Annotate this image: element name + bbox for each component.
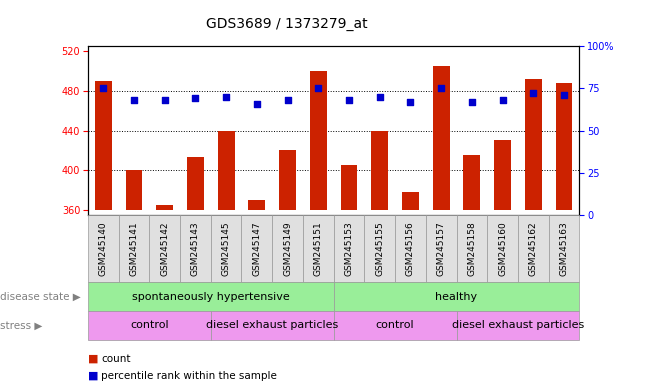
Bar bbox=[371, 131, 388, 210]
Point bbox=[283, 97, 293, 103]
Text: GSM245160: GSM245160 bbox=[498, 221, 507, 276]
Bar bbox=[279, 151, 296, 210]
Text: GSM245163: GSM245163 bbox=[559, 221, 568, 276]
Text: GSM245162: GSM245162 bbox=[529, 221, 538, 276]
Text: GSM245141: GSM245141 bbox=[130, 221, 139, 276]
Text: stress ▶: stress ▶ bbox=[0, 320, 42, 331]
Bar bbox=[494, 141, 511, 210]
Text: diesel exhaust particles: diesel exhaust particles bbox=[452, 320, 584, 331]
Bar bbox=[555, 83, 572, 210]
Bar bbox=[464, 156, 480, 210]
Text: ■: ■ bbox=[88, 354, 98, 364]
Point bbox=[159, 97, 170, 103]
Text: healthy: healthy bbox=[436, 291, 478, 302]
Point bbox=[344, 97, 354, 103]
Text: GSM245157: GSM245157 bbox=[437, 221, 446, 276]
Bar bbox=[187, 157, 204, 210]
Text: GSM245151: GSM245151 bbox=[314, 221, 323, 276]
Point bbox=[436, 85, 447, 91]
Text: GDS3689 / 1373279_at: GDS3689 / 1373279_at bbox=[206, 17, 367, 31]
Point bbox=[252, 101, 262, 107]
Text: ■: ■ bbox=[88, 371, 98, 381]
Point bbox=[313, 85, 324, 91]
Bar bbox=[95, 81, 112, 210]
Bar bbox=[525, 79, 542, 210]
Text: GSM245140: GSM245140 bbox=[99, 221, 108, 276]
Point bbox=[497, 97, 508, 103]
Point bbox=[374, 94, 385, 100]
Text: disease state ▶: disease state ▶ bbox=[0, 291, 81, 302]
Point bbox=[528, 90, 538, 96]
Point bbox=[98, 85, 109, 91]
Text: control: control bbox=[130, 320, 169, 331]
Bar bbox=[402, 192, 419, 210]
Point bbox=[559, 92, 569, 98]
Text: GSM245155: GSM245155 bbox=[375, 221, 384, 276]
Text: diesel exhaust particles: diesel exhaust particles bbox=[206, 320, 339, 331]
Text: GSM245156: GSM245156 bbox=[406, 221, 415, 276]
Text: GSM245145: GSM245145 bbox=[221, 221, 230, 276]
Bar bbox=[249, 200, 266, 210]
Text: GSM245149: GSM245149 bbox=[283, 221, 292, 276]
Point bbox=[467, 99, 477, 105]
Bar bbox=[340, 166, 357, 210]
Text: GSM245142: GSM245142 bbox=[160, 222, 169, 276]
Text: GSM245147: GSM245147 bbox=[253, 221, 261, 276]
Point bbox=[190, 95, 201, 101]
Text: spontaneously hypertensive: spontaneously hypertensive bbox=[132, 291, 290, 302]
Bar bbox=[310, 71, 327, 210]
Bar bbox=[126, 170, 143, 210]
Bar bbox=[433, 66, 450, 210]
Bar bbox=[156, 205, 173, 210]
Text: GSM245158: GSM245158 bbox=[467, 221, 477, 276]
Text: percentile rank within the sample: percentile rank within the sample bbox=[101, 371, 277, 381]
Point bbox=[221, 94, 231, 100]
Text: control: control bbox=[376, 320, 415, 331]
Bar bbox=[217, 131, 234, 210]
Point bbox=[129, 97, 139, 103]
Text: GSM245143: GSM245143 bbox=[191, 221, 200, 276]
Text: GSM245153: GSM245153 bbox=[344, 221, 353, 276]
Text: count: count bbox=[101, 354, 130, 364]
Point bbox=[405, 99, 415, 105]
